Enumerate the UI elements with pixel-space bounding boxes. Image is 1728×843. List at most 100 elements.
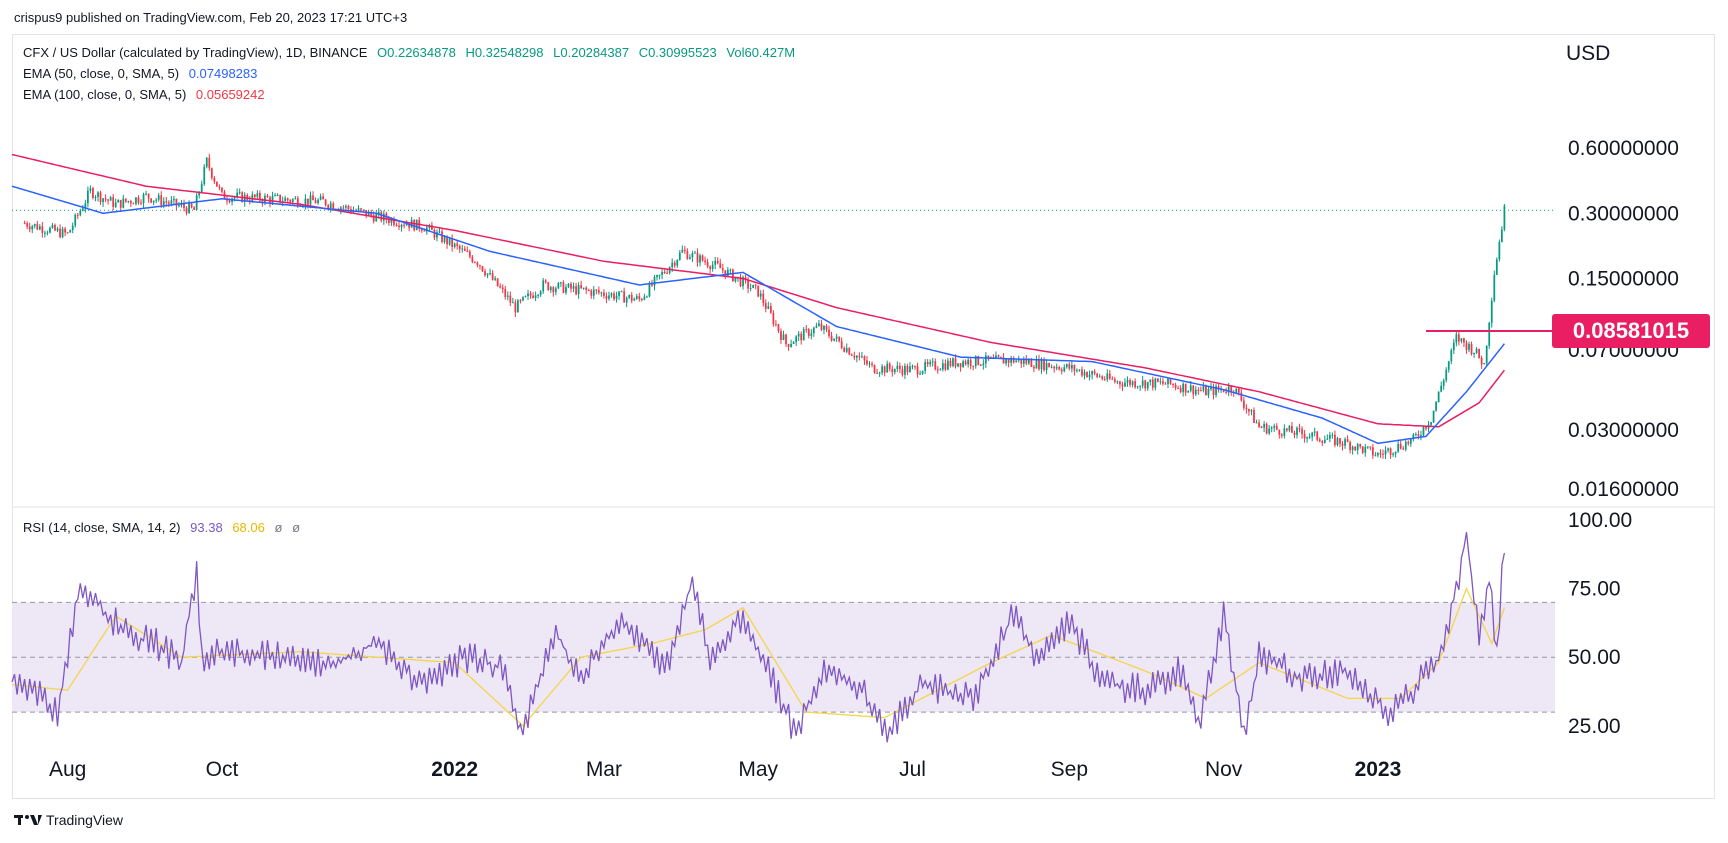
- candle-body: [1073, 365, 1076, 371]
- candle-body: [1088, 374, 1091, 378]
- candle-body: [1192, 385, 1195, 395]
- candle-body: [1144, 380, 1147, 389]
- candle-body: [41, 226, 44, 233]
- rsi-label[interactable]: RSI (14, close, SMA, 14, 2): [23, 520, 181, 535]
- candle-body: [99, 192, 102, 203]
- candle-body: [1164, 383, 1167, 385]
- high-value: H0.32548298: [465, 45, 544, 60]
- candle-body: [304, 198, 307, 206]
- candle-body: [446, 236, 448, 245]
- candle-body: [603, 292, 605, 296]
- candle-body: [1379, 453, 1382, 455]
- candle-body: [476, 262, 479, 266]
- candle-body: [458, 245, 461, 250]
- candle-body: [1369, 446, 1372, 448]
- currency-label[interactable]: USD: [1566, 42, 1611, 65]
- candle-body: [150, 198, 153, 203]
- candle-body: [954, 358, 957, 367]
- candle-body: [833, 338, 835, 341]
- candle-body: [979, 364, 982, 366]
- candle-body: [145, 193, 147, 195]
- candle-body: [886, 363, 889, 373]
- rsi-axis-label: 50.00: [1568, 646, 1621, 669]
- candle-body: [1134, 381, 1136, 388]
- candle-body: [1303, 434, 1306, 439]
- candle-body: [195, 195, 198, 210]
- rsi-legend: RSI (14, close, SMA, 14, 2) 93.38 68.06 …: [23, 520, 306, 535]
- candle-body: [567, 283, 570, 288]
- candle-body: [89, 188, 92, 191]
- candle-body: [357, 208, 360, 211]
- candle-body: [122, 198, 125, 208]
- candle-body: [835, 336, 838, 339]
- candle-body: [221, 187, 223, 192]
- price-level-badge[interactable]: 0.08581015: [1552, 314, 1710, 348]
- candle-body: [893, 368, 896, 373]
- candle-body: [236, 192, 239, 197]
- candle-body: [673, 262, 676, 266]
- candle-body: [415, 219, 418, 231]
- candle-body: [881, 366, 884, 373]
- candle-body: [1240, 392, 1243, 401]
- candle-body: [762, 293, 765, 304]
- candle-body: [560, 282, 562, 284]
- candle-body: [1202, 386, 1205, 391]
- publisher-line: crispus9 published on TradingView.com, F…: [14, 10, 408, 25]
- candle-body: [319, 196, 322, 200]
- candle-body: [1078, 369, 1081, 371]
- candle-body: [1356, 444, 1359, 451]
- time-axis-label: Nov: [1205, 758, 1243, 781]
- candle-body: [524, 296, 527, 298]
- candle-body: [423, 230, 426, 232]
- candle-body: [1394, 451, 1397, 454]
- candle-body: [56, 228, 59, 231]
- candle-body: [1250, 410, 1253, 412]
- candle-body: [539, 291, 542, 295]
- candle-body: [734, 277, 737, 282]
- ema100-label[interactable]: EMA (100, close, 0, SMA, 5): [23, 87, 187, 102]
- candle-body: [635, 296, 638, 299]
- candle-body: [489, 272, 491, 274]
- candle-body: [754, 284, 757, 286]
- candle-body: [969, 359, 972, 366]
- candle-body: [724, 270, 727, 277]
- candle-body: [554, 288, 557, 293]
- candle-body: [1498, 242, 1501, 260]
- candle-body: [934, 361, 937, 370]
- candle-body: [1493, 274, 1496, 301]
- candle-body: [307, 198, 309, 205]
- ema100-legend: EMA (100, close, 0, SMA, 5) 0.05659242: [23, 87, 271, 102]
- volume-value: Vol60.427M: [726, 45, 796, 60]
- candle-body: [46, 232, 49, 234]
- candle-body: [565, 287, 567, 293]
- candle-body: [377, 211, 380, 215]
- candle-body: [1253, 410, 1255, 423]
- candle-body: [1268, 428, 1271, 434]
- candle-body: [294, 198, 297, 200]
- candle-body: [453, 243, 456, 247]
- candle-body: [203, 166, 206, 185]
- candle-body: [941, 363, 944, 370]
- candle-body: [1298, 427, 1301, 429]
- candle-body: [962, 361, 964, 367]
- candle-body: [1480, 357, 1483, 365]
- candle-body: [926, 362, 929, 365]
- candle-body: [119, 199, 122, 208]
- candle-body: [802, 329, 805, 341]
- symbol-title[interactable]: CFX / US Dollar (calculated by TradingVi…: [23, 45, 368, 60]
- candle-body: [51, 225, 54, 228]
- tradingview-logo[interactable]: TradingView: [14, 812, 123, 828]
- ema50-label[interactable]: EMA (50, close, 0, SMA, 5): [23, 66, 180, 81]
- candle-body: [792, 342, 795, 344]
- candle-body: [775, 324, 777, 326]
- candle-body: [403, 224, 405, 226]
- candle-body: [64, 228, 67, 233]
- candle-body: [408, 224, 411, 228]
- candle-body: [395, 224, 398, 226]
- candle-body: [729, 269, 732, 271]
- candle-body: [967, 359, 970, 365]
- candle-body: [1068, 364, 1071, 369]
- candle-body: [1076, 370, 1078, 372]
- candle-body: [769, 306, 772, 313]
